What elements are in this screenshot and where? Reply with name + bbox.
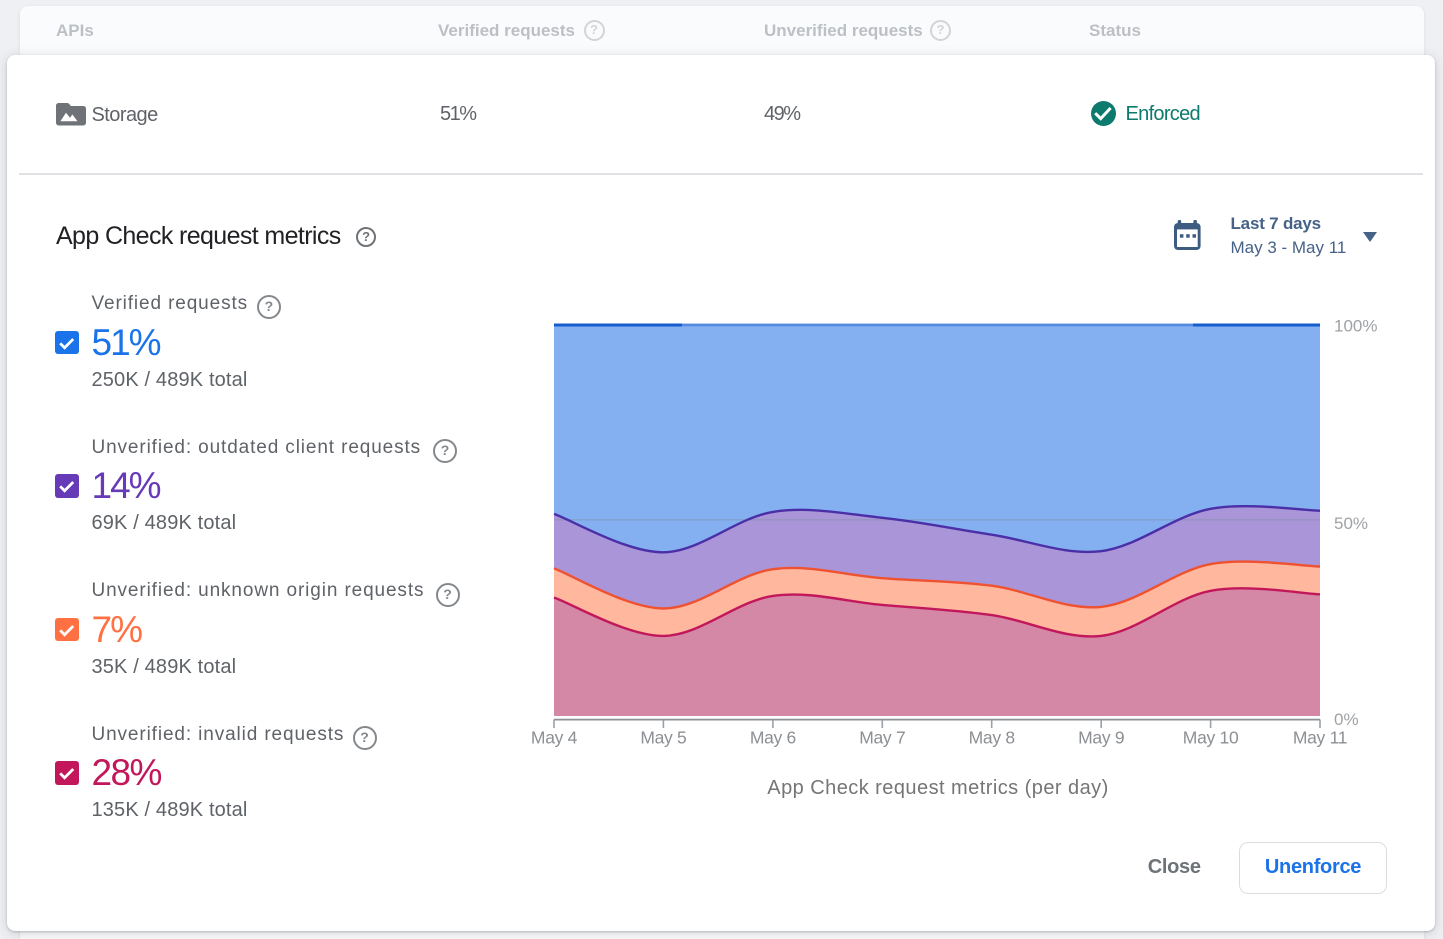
svg-text:May 10: May 10 [1183,728,1239,748]
svg-text:May 6: May 6 [750,728,796,748]
svg-text:May 8: May 8 [969,728,1015,748]
svg-text:May 11: May 11 [1293,728,1347,748]
svg-text:0%: 0% [1334,710,1359,729]
svg-text:May 9: May 9 [1078,728,1124,748]
svg-text:50%: 50% [1334,514,1368,533]
svg-text:100%: 100% [1334,317,1377,336]
svg-text:May 4: May 4 [531,728,578,748]
svg-text:May 7: May 7 [859,728,905,748]
svg-text:May 5: May 5 [640,728,686,748]
